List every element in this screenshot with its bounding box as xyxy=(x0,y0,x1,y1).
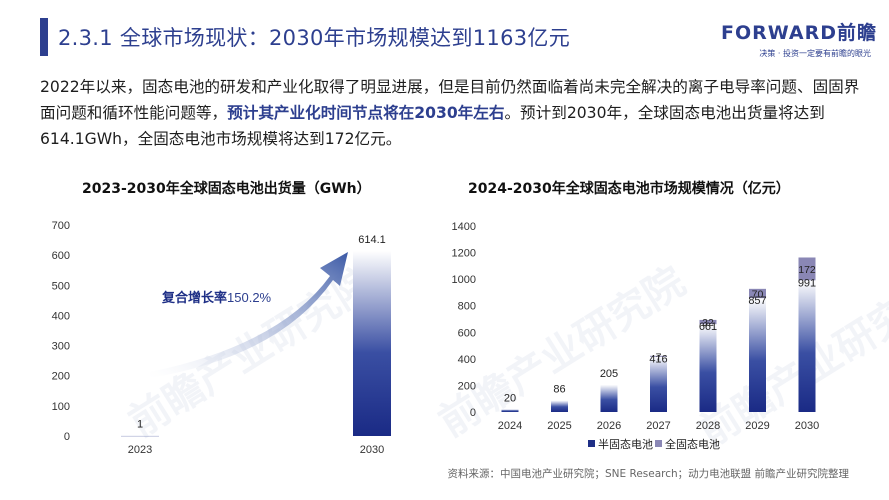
bar-semi-solid xyxy=(798,280,816,412)
data-label-semi-solid: 991 xyxy=(798,277,816,289)
y-tick-label: 0 xyxy=(64,431,70,443)
y-tick-label: 200 xyxy=(52,371,70,383)
x-tick-label: 2030 xyxy=(795,420,819,432)
y-tick-label: 1400 xyxy=(452,221,476,233)
chart-1-title: 2023-2030年全球固态电池出货量（GWh） xyxy=(82,181,371,197)
bar-all-solid xyxy=(699,319,717,325)
y-tick-label: 100 xyxy=(52,401,70,413)
data-label-all-solid: 32 xyxy=(702,317,714,329)
data-label-semi-solid: 86 xyxy=(553,384,565,396)
legend-swatch-all-solid xyxy=(655,440,662,447)
x-tick-label: 2023 xyxy=(128,444,152,456)
intro-paragraph: 2022年以来，固态电池的研发和产业化取得了明显进展，但是目前仍然面临着尚未完全… xyxy=(40,74,860,152)
y-tick-label: 400 xyxy=(458,354,476,366)
growth-arrow xyxy=(150,252,348,378)
x-tick-label: 2025 xyxy=(547,420,571,432)
y-tick-label: 500 xyxy=(52,280,70,292)
data-label: 614.1 xyxy=(358,234,386,246)
data-label-semi-solid: 661 xyxy=(699,321,717,333)
y-tick-label: 1200 xyxy=(452,248,476,260)
title-accent-bar xyxy=(40,18,48,56)
y-tick-label: 0 xyxy=(470,407,476,419)
source-note: 资料来源：中国电池产业研究院；SNE Research；动力电池联盟 前瞻产业研… xyxy=(447,468,850,480)
x-tick-label: 2030 xyxy=(360,444,384,456)
x-tick-label: 2029 xyxy=(745,420,769,432)
x-tick-label: 2027 xyxy=(646,420,670,432)
intro-text-1: 2022年以来，固态电池的研发和产业化取得了明显进展，但是目前仍然面临着尚未完全… xyxy=(40,78,860,122)
x-tick-label: 2026 xyxy=(597,420,621,432)
y-tick-label: 300 xyxy=(52,341,70,353)
logo-text: FORWARD前瞻 xyxy=(721,22,877,44)
data-label-all-solid: 172 xyxy=(798,264,816,276)
y-tick-label: 200 xyxy=(458,380,476,392)
bar-semi-solid xyxy=(749,298,766,412)
bar xyxy=(353,250,391,436)
bar-all-solid xyxy=(749,288,766,299)
bar-semi-solid xyxy=(699,324,717,412)
y-tick-label: 600 xyxy=(458,327,476,339)
chart-2-title: 2024-2030年全球固态电池市场规模情况（亿元） xyxy=(468,181,790,197)
intro-highlight: 预计其产业化时间节点将在2030年左右 xyxy=(227,104,505,122)
legend-label-semi-solid: 半固态电池 xyxy=(598,437,653,451)
bar-semi-solid xyxy=(551,400,568,412)
data-label-all-solid: 70 xyxy=(752,288,764,300)
y-tick-label: 400 xyxy=(52,310,70,322)
legend-swatch-semi-solid xyxy=(588,440,595,447)
x-tick-label: 2024 xyxy=(498,420,522,432)
bar-semi-solid xyxy=(650,356,667,412)
intro-text-2: 。预计到2030年，全球固态电池出货量将达到614.1GWh，全固态电池市场规模… xyxy=(40,104,825,148)
bar xyxy=(121,435,159,437)
y-tick-label: 1000 xyxy=(452,274,476,286)
page-title: 2.3.1 全球市场现状：2030年市场规模达到1163亿元 xyxy=(58,26,570,50)
data-label-semi-solid: 20 xyxy=(504,392,516,404)
data-label-semi-solid: 416 xyxy=(649,354,667,366)
data-label-all-solid: 7 xyxy=(656,351,662,363)
legend-label-all-solid: 全固态电池 xyxy=(665,437,720,451)
brand-logo: FORWARD前瞻 决策 · 投资一定要有前瞻的眼光 xyxy=(721,18,877,59)
cagr-annotation: 复合增长率150.2% xyxy=(161,290,272,305)
y-tick-label: 600 xyxy=(52,250,70,262)
y-tick-label: 700 xyxy=(52,220,70,232)
data-label: 1 xyxy=(137,419,143,431)
x-tick-label: 2028 xyxy=(696,420,720,432)
y-tick-label: 800 xyxy=(458,301,476,313)
bar-semi-solid xyxy=(501,409,519,412)
bar-semi-solid xyxy=(600,384,618,412)
logo-tagline: 决策 · 投资一定要有前瞻的眼光 xyxy=(759,49,871,58)
bar-all-solid xyxy=(798,257,816,281)
data-label-semi-solid: 857 xyxy=(748,295,766,307)
data-label-semi-solid: 205 xyxy=(600,368,618,380)
bar-all-solid xyxy=(650,355,667,357)
